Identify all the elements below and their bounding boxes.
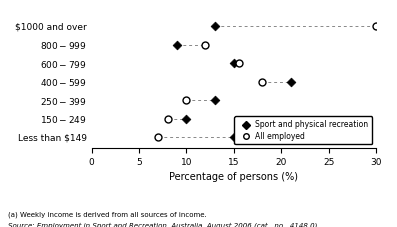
- Point: [174, 43, 180, 46]
- Point: [288, 80, 294, 83]
- Point: [212, 98, 218, 102]
- Point: [231, 61, 237, 65]
- Point: [202, 43, 209, 46]
- Point: [164, 117, 171, 121]
- Point: [183, 117, 190, 121]
- Point: [373, 24, 380, 28]
- Point: [259, 80, 266, 83]
- Point: [212, 24, 218, 28]
- Point: [235, 61, 242, 65]
- Point: [231, 135, 237, 139]
- Legend: Sport and physical recreation, All employed: Sport and physical recreation, All emplo…: [234, 116, 372, 144]
- Text: Source: Employment in Sport and Recreation, Australia, August 2006 (cat.  no.  4: Source: Employment in Sport and Recreati…: [8, 222, 320, 227]
- Text: (a) Weekly income is derived from all sources of income.: (a) Weekly income is derived from all so…: [8, 211, 207, 218]
- Point: [155, 135, 161, 139]
- X-axis label: Percentage of persons (%): Percentage of persons (%): [170, 173, 299, 183]
- Point: [183, 98, 190, 102]
